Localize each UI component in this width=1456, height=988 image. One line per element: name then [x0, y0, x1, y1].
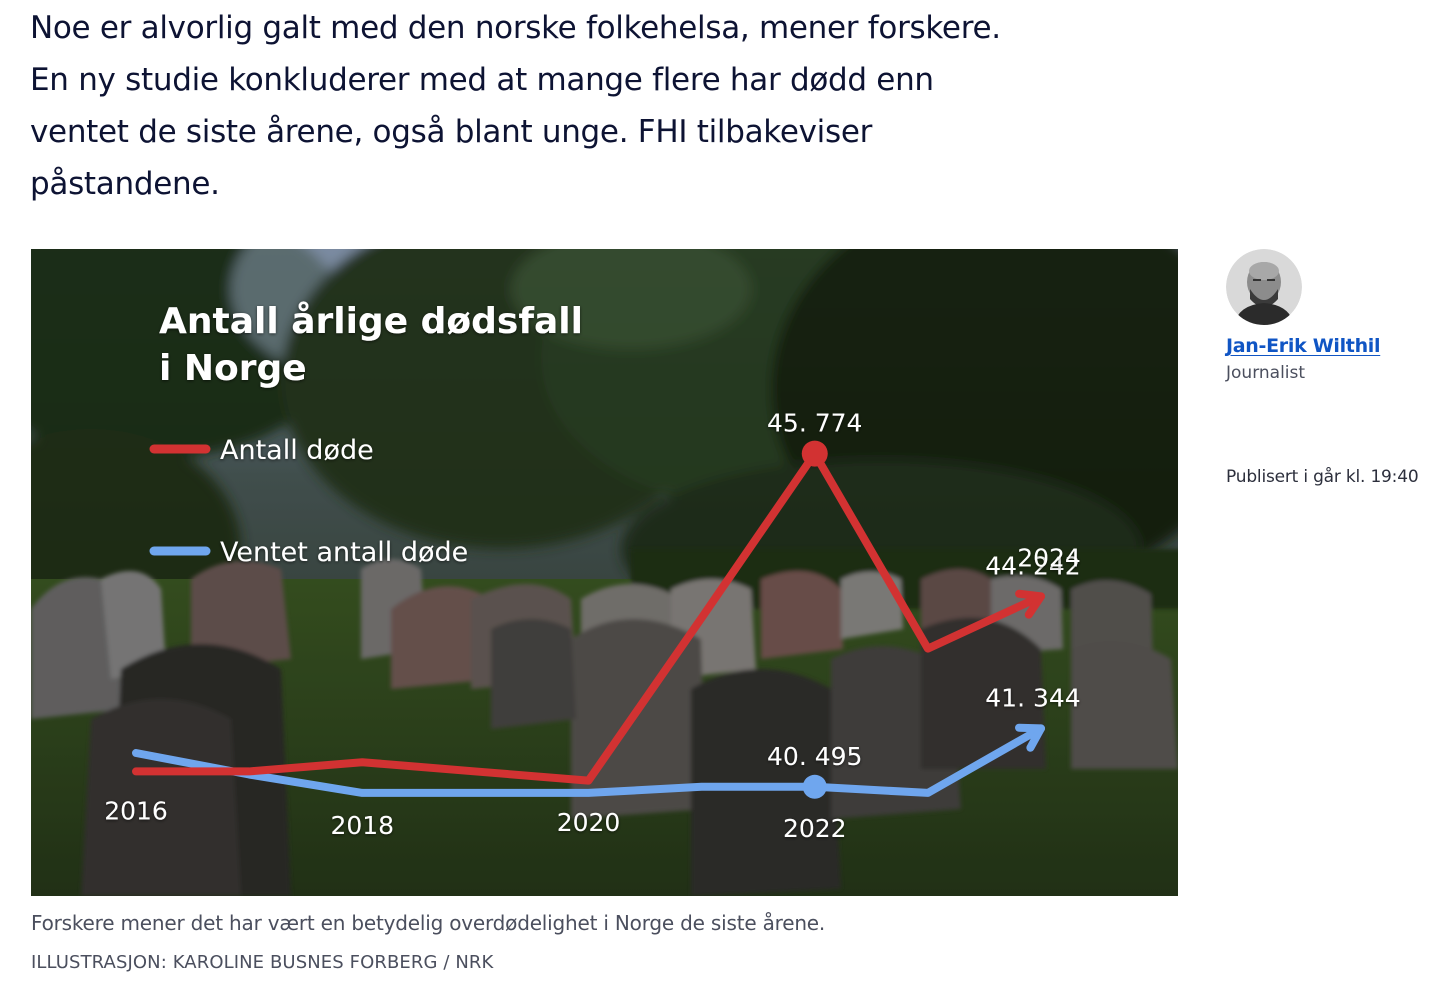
data-label-ventet-antall-d-de-2024: 41. 344	[985, 683, 1080, 712]
published-timestamp: Publisert i går kl. 19:40	[1226, 467, 1419, 487]
x-tick-label-2016: 2016	[104, 796, 168, 825]
deaths-chart: Antall årlige dødsfall i Norge Antall dø…	[31, 249, 1178, 896]
legend-label-ventet-antall-dode: Ventet antall døde	[220, 537, 468, 568]
figure-credit: ILLUSTRASJON: KAROLINE BUSNES FORBERG / …	[31, 952, 494, 973]
article-figure: Antall årlige dødsfall i Norge Antall dø…	[31, 249, 1178, 896]
byline: Jan-Erik Wilthil Journalist	[1226, 249, 1451, 383]
author-role: Journalist	[1226, 363, 1306, 383]
x-tick-label-2020: 2020	[557, 808, 621, 837]
data-label-antall-d-de-2024: 44. 242	[985, 551, 1080, 580]
author-name-link[interactable]: Jan-Erik Wilthil	[1226, 335, 1381, 357]
chart-title-line1: Antall årlige dødsfall	[159, 301, 583, 342]
chart-title-line2: i Norge	[159, 348, 307, 389]
author-avatar[interactable]	[1226, 249, 1302, 325]
data-label-antall-d-de-2022: 45. 774	[767, 409, 862, 438]
series-line-antall-d-de	[132, 449, 1045, 785]
data-point-ventet-antall-d-de-2022	[802, 774, 827, 799]
legend-label-antall-dode: Antall døde	[220, 435, 374, 466]
plot-area: 40. 495 41. 344 45. 774 44. 242 2016 2018 2020…	[104, 409, 1081, 843]
series-arrow-ventet-antall-d-de	[1015, 723, 1045, 752]
series-arrow-antall-d-de	[1015, 589, 1045, 619]
x-tick-label-2018: 2018	[330, 811, 394, 840]
x-tick-label-2022: 2022	[783, 814, 847, 843]
cemetery-background	[31, 249, 1178, 896]
figure-caption: Forskere mener det har vært en betydelig…	[31, 911, 826, 935]
series-line-ventet-antall-d-de	[132, 724, 1045, 797]
article-lead: Noe er alvorlig galt med den norske folk…	[30, 10, 1001, 202]
data-label-ventet-antall-d-de-2022: 40. 495	[767, 742, 862, 771]
x-tick-label-2024: 2024	[1017, 543, 1081, 572]
data-point-antall-d-de-2022	[801, 440, 828, 467]
